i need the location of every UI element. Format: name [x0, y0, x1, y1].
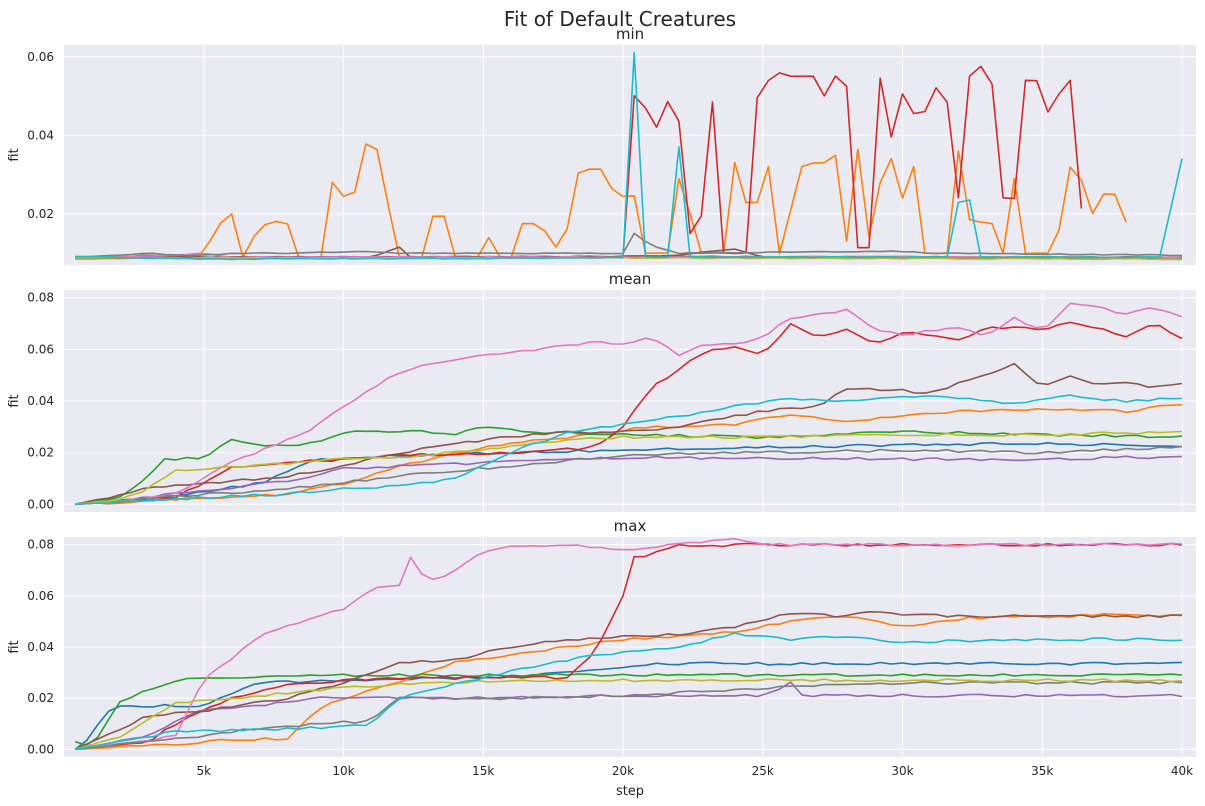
y-tick-label: 0.04 — [27, 394, 54, 408]
series-line-8 — [75, 445, 1183, 506]
series-line-7 — [75, 302, 1183, 506]
x-axis-label: step — [616, 784, 644, 799]
series-line-3 — [75, 426, 1183, 506]
x-tick-label: 30k — [891, 764, 913, 778]
y-tick-label: 0.04 — [27, 128, 54, 142]
y-tick-label: 0.00 — [27, 742, 54, 756]
figure-title: Fit of Default Creatures — [504, 7, 736, 31]
x-tick-label: 20k — [612, 764, 634, 778]
series-line-9 — [75, 256, 1183, 261]
y-tick-label: 0.06 — [27, 589, 54, 603]
panel-title: mean — [609, 270, 652, 288]
series-line-7 — [75, 537, 1183, 751]
panel-title: min — [616, 25, 644, 43]
series-line-5 — [75, 681, 1183, 751]
x-tick-label: 15k — [472, 764, 494, 778]
y-tick-label: 0.06 — [27, 342, 54, 356]
x-tick-label: 40k — [1171, 764, 1193, 778]
series-line-1 — [74, 661, 1183, 750]
y-tick-label: 0.08 — [27, 538, 54, 552]
series-line-2 — [75, 143, 1127, 260]
series-lines — [75, 52, 1183, 261]
series-line-10 — [75, 632, 1183, 751]
series-line-9 — [74, 678, 1183, 751]
series-line-9 — [75, 430, 1183, 506]
series-line-8 — [75, 232, 1183, 258]
y-tick-label: 0.08 — [27, 291, 54, 305]
x-tick-label: 10k — [332, 764, 354, 778]
y-axis-label: fit — [7, 148, 22, 161]
panel-mean: 0.00 0.02 0.04 0.06 0.08 mean fit — [7, 270, 1196, 512]
series-line-10 — [75, 394, 1183, 506]
series-line-5 — [75, 455, 1183, 506]
series-lines — [75, 302, 1183, 506]
x-tick-label: 25k — [752, 764, 774, 778]
panel-min: 0.02 0.04 0.06 min fit — [7, 25, 1196, 265]
y-tick-label: 0.00 — [27, 497, 54, 511]
y-tick-label: 0.02 — [27, 207, 54, 221]
series-line-6 — [75, 362, 1183, 506]
y-tick-label: 0.06 — [27, 50, 54, 64]
y-tick-label: 0.04 — [27, 640, 54, 654]
y-axis-label: fit — [7, 394, 22, 407]
series-line-10 — [75, 52, 1183, 261]
panel-title: max — [614, 517, 647, 535]
panel-max: 5k 10k 15k 20k 25k 30k 35k 40k 0.00 0.02 0.04 0.06 0… — [7, 517, 1196, 799]
series-line-3 — [74, 673, 1183, 746]
chart-panels: 0.02 0.04 0.06 min fit 0.00 0.02 0.04 0.06 0.08 me… — [7, 25, 1196, 799]
y-axis-label: fit — [7, 640, 22, 653]
y-tick-label: 0.02 — [27, 446, 54, 460]
y-tick-label: 0.02 — [27, 691, 54, 705]
series-line-6 — [74, 611, 1182, 751]
x-tick-label: 5k — [196, 764, 211, 778]
x-tick-label: 35k — [1031, 764, 1053, 778]
series-lines — [74, 537, 1183, 751]
